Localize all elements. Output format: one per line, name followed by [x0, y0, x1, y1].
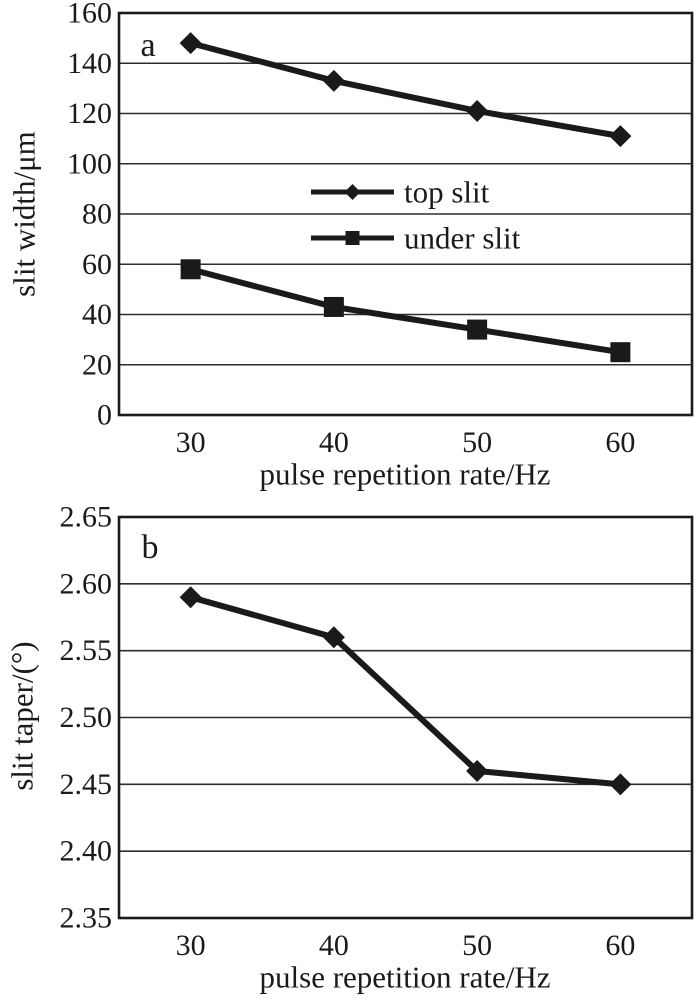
y-tick-label: 60 — [82, 248, 112, 281]
series-line-under-slit — [189, 266, 621, 356]
legend-marker-square — [345, 231, 360, 245]
data-point-top-slit — [609, 125, 632, 148]
x-tick-label: 60 — [605, 929, 635, 962]
y-axis-title-a: slit width/μm — [6, 131, 42, 297]
y-tick-label: 20 — [82, 348, 112, 381]
data-point-top-slit — [179, 32, 202, 55]
panel-label-b: b — [141, 529, 159, 566]
y-tick-label: 100 — [67, 147, 112, 180]
y-tick-label: 2.55 — [60, 634, 113, 667]
y-tick-label: 2.50 — [60, 701, 113, 734]
y-tick-label: 2.35 — [60, 902, 113, 935]
data-point-under-slit — [323, 296, 344, 317]
y-tick-label: 0 — [97, 399, 112, 432]
x-tick-label: 60 — [605, 426, 635, 459]
legend-marker-diamond — [344, 184, 361, 200]
legend-label-top-slit: top slit — [404, 174, 490, 210]
x-tick-label: 30 — [176, 426, 206, 459]
y-axis-title-b: slit taper/(°) — [4, 641, 40, 791]
series-line-slit-taper — [189, 594, 621, 788]
data-point-under-slit — [610, 342, 631, 363]
y-tick-label: 2.60 — [60, 567, 113, 600]
data-point-top-slit — [466, 99, 489, 122]
chart-b-canvas: 2.35 2.40 2.45 2.50 2.55 2.60 2.65 30 40 50 60 — [60, 501, 694, 962]
y-tick-label: 2.45 — [60, 768, 113, 801]
data-point-slit-taper — [322, 626, 345, 649]
plot-border — [117, 11, 694, 417]
series-line-top-slit — [189, 40, 621, 140]
x-tick-label: 50 — [462, 426, 492, 459]
x-tick-label: 40 — [319, 929, 349, 962]
y-tick-label: 160 — [67, 0, 112, 30]
data-point-slit-taper — [609, 773, 632, 796]
chart-a-canvas: 0 20 40 60 80 100 120 140 160 30 40 50 60 — [67, 0, 694, 459]
data-point-top-slit — [322, 69, 345, 92]
x-axis-title-b: pulse repetition rate/Hz — [259, 959, 551, 995]
y-tick-label: 2.40 — [60, 835, 113, 868]
panel-label-a: a — [140, 27, 156, 64]
data-point-slit-taper — [466, 759, 489, 782]
y-tick-label: 140 — [67, 47, 112, 80]
data-point-under-slit — [467, 319, 488, 340]
x-axis-title-a: pulse repetition rate/Hz — [259, 456, 551, 492]
data-point-slit-taper — [179, 586, 202, 609]
legend-label-under-slit: under slit — [404, 220, 521, 256]
y-tick-label: 80 — [82, 198, 112, 231]
x-tick-label: 30 — [176, 929, 206, 962]
data-point-under-slit — [180, 259, 201, 280]
x-tick-label: 40 — [319, 426, 349, 459]
x-tick-label: 50 — [462, 929, 492, 962]
plot-border — [117, 515, 694, 920]
y-tick-label: 120 — [67, 97, 112, 130]
y-tick-label: 2.65 — [60, 501, 113, 534]
y-tick-label: 40 — [82, 298, 112, 331]
